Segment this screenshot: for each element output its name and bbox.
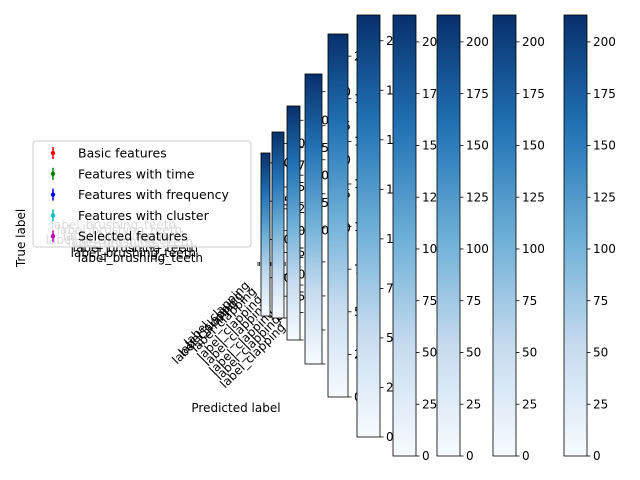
row-tick-label: label_brushing_teeth [71,246,196,260]
colorbar-tick-label: 75 [422,294,437,308]
legend-marker [50,171,56,176]
legend-label: Selected features [78,229,188,244]
colorbar-tick-label: 125 [522,190,545,204]
x-axis-label: Predicted label [191,401,280,415]
colorbar-tick-label: 50 [466,346,481,360]
colorbars: 0 50 100 150 200 0 25 50 75 100 125 150 175 200 0 25 50 7… [260,14,616,463]
legend: Basic features Features with time Features… [32,140,252,248]
colorbar-tick-label: 0 [386,430,394,444]
legend-label: Features with cluster [78,208,210,223]
colorbar-tick-label: 200 [522,35,545,49]
legend-box [32,140,252,248]
colorbar-gradient [436,14,461,457]
legend-entry: Selected features [50,229,188,244]
colorbar-tick-label: 75 [522,294,537,308]
colorbar-tick-label: 0 [466,449,474,463]
colorbar-gradient [271,131,285,319]
colorbar-tick-label: 0 [522,449,530,463]
colorbar-tick-label: 150 [466,139,489,153]
colorbar-gradient [356,14,381,438]
colorbar-tick-label: 25 [422,397,437,411]
colorbar-tick-label: 0 [593,449,601,463]
colorbar-gradient [260,152,271,317]
colorbar-tick-label: 25 [466,397,481,411]
colorbar-tick-label: 75 [593,294,608,308]
colorbar-tick-label: 50 [422,346,437,360]
colorbar-tick-label: 150 [522,139,545,153]
colorbar-gradient [304,73,323,365]
legend-entry: Features with frequency [50,187,230,202]
colorbar-gradient [492,14,517,457]
colorbar-9: 0 25 50 75 100 125 150 175 200 [492,14,545,463]
colorbar-tick-label: 100 [593,242,616,256]
legend-marker [50,234,56,239]
colorbar-10: 0 25 50 75 100 125 150 175 200 [563,14,616,463]
legend-label: Features with time [78,166,195,181]
colorbar-tick-label: 50 [593,346,608,360]
row-tick-label: label_brushing_teeth [78,251,203,265]
legend-marker [50,213,56,218]
colorbar-tick-label: 150 [593,139,616,153]
legend-label: Basic features [78,146,167,161]
colorbar-tick-label: 200 [466,35,489,49]
colorbar-tick-label: 175 [466,87,489,101]
colorbar-tick-label: 125 [466,190,489,204]
colorbar-tick-label: 100 [522,242,545,256]
colorbar-tick-label: 50 [522,346,537,360]
colorbar-tick-label: 175 [522,87,545,101]
legend-marker [50,150,56,156]
colorbar-tick-label: 200 [593,35,616,49]
legend-label: Features with frequency [78,187,230,202]
colorbar-gradient [563,14,588,457]
colorbar-tick-label: 0 [422,449,430,463]
colorbar-tick-label: 75 [466,294,481,308]
colorbar-gradient [327,33,349,398]
legend-entry: Features with cluster [50,208,210,223]
legend-entry: Features with time [50,166,195,181]
legend-entry: Basic features [50,146,167,161]
legend-marker [50,192,56,197]
colorbar-tick-label: 25 [522,397,537,411]
colorbar-tick-label: 175 [593,87,616,101]
colorbar-tick-label: 100 [466,242,489,256]
colorbar-8: 0 25 50 75 100 125 150 175 200 [436,14,489,463]
colorbar-tick-label: 25 [593,397,608,411]
colorbar-gradient [286,105,301,341]
colorbar-tick-label: 125 [593,190,616,204]
y-axis-label: True label [14,209,28,268]
colorbar-gradient [392,14,417,457]
